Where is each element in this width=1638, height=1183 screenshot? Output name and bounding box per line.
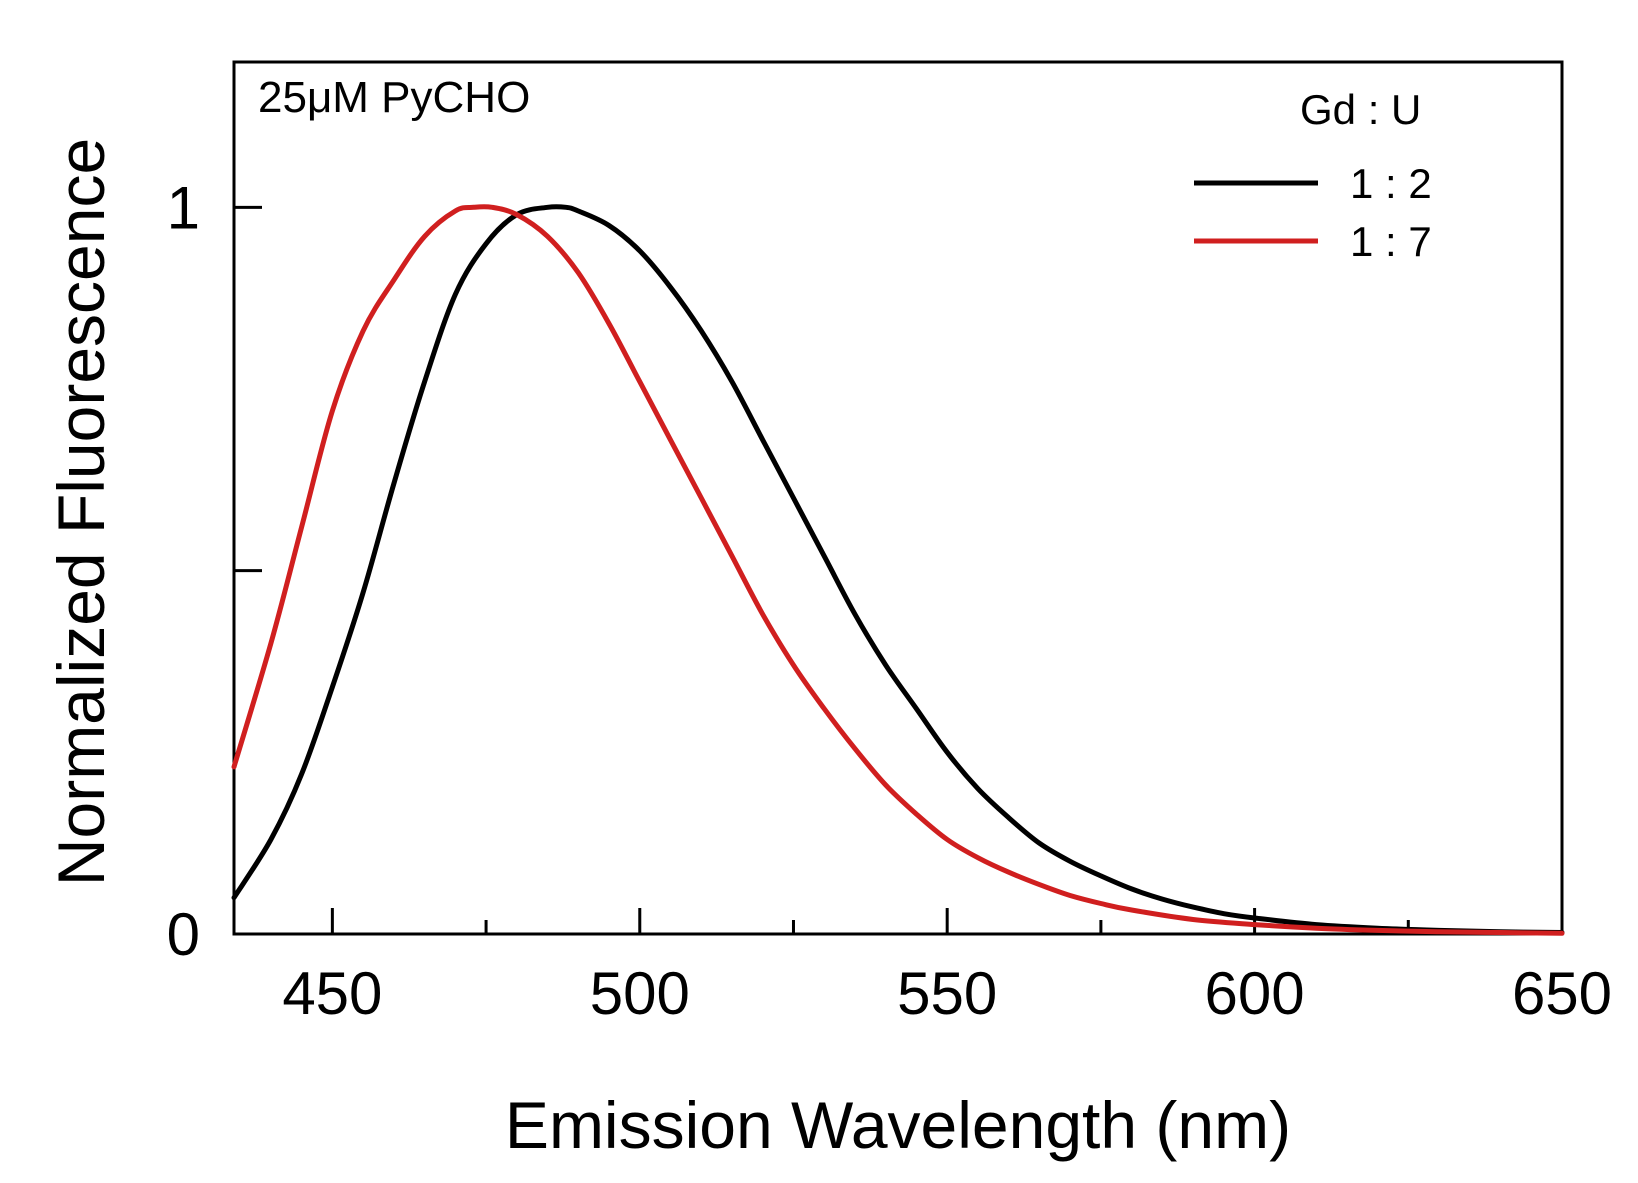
x-axis-ticks: 450 500 550 600 650: [282, 908, 1612, 1027]
x-tick-label: 550: [897, 960, 997, 1027]
y-axis-ticks: 01: [167, 174, 262, 968]
annotation-label: 25μM PyCHO: [258, 73, 530, 122]
x-axis-label: Emission Wavelength (nm): [505, 1088, 1291, 1162]
series-line-1: [231, 204, 1565, 936]
legend-title: Gd : U: [1300, 86, 1421, 133]
series-layer: [231, 204, 1565, 936]
legend: Gd : U 1 : 2 1 : 7: [1194, 86, 1432, 265]
y-axis-label: Normalized Fluorescence: [44, 138, 118, 886]
plot-area-frame: [232, 60, 1564, 936]
x-tick-label: 650: [1512, 960, 1612, 1027]
y-tick-label: 1: [167, 174, 200, 241]
legend-label-series-0: 1 : 2: [1350, 160, 1432, 207]
y-tick-label: 0: [167, 901, 200, 968]
legend-label-series-1: 1 : 7: [1350, 218, 1432, 265]
x-tick-label: 500: [590, 960, 690, 1027]
x-tick-label: 600: [1205, 960, 1305, 1027]
x-tick-label: 450: [282, 960, 382, 1027]
series-line-0: [231, 204, 1565, 935]
